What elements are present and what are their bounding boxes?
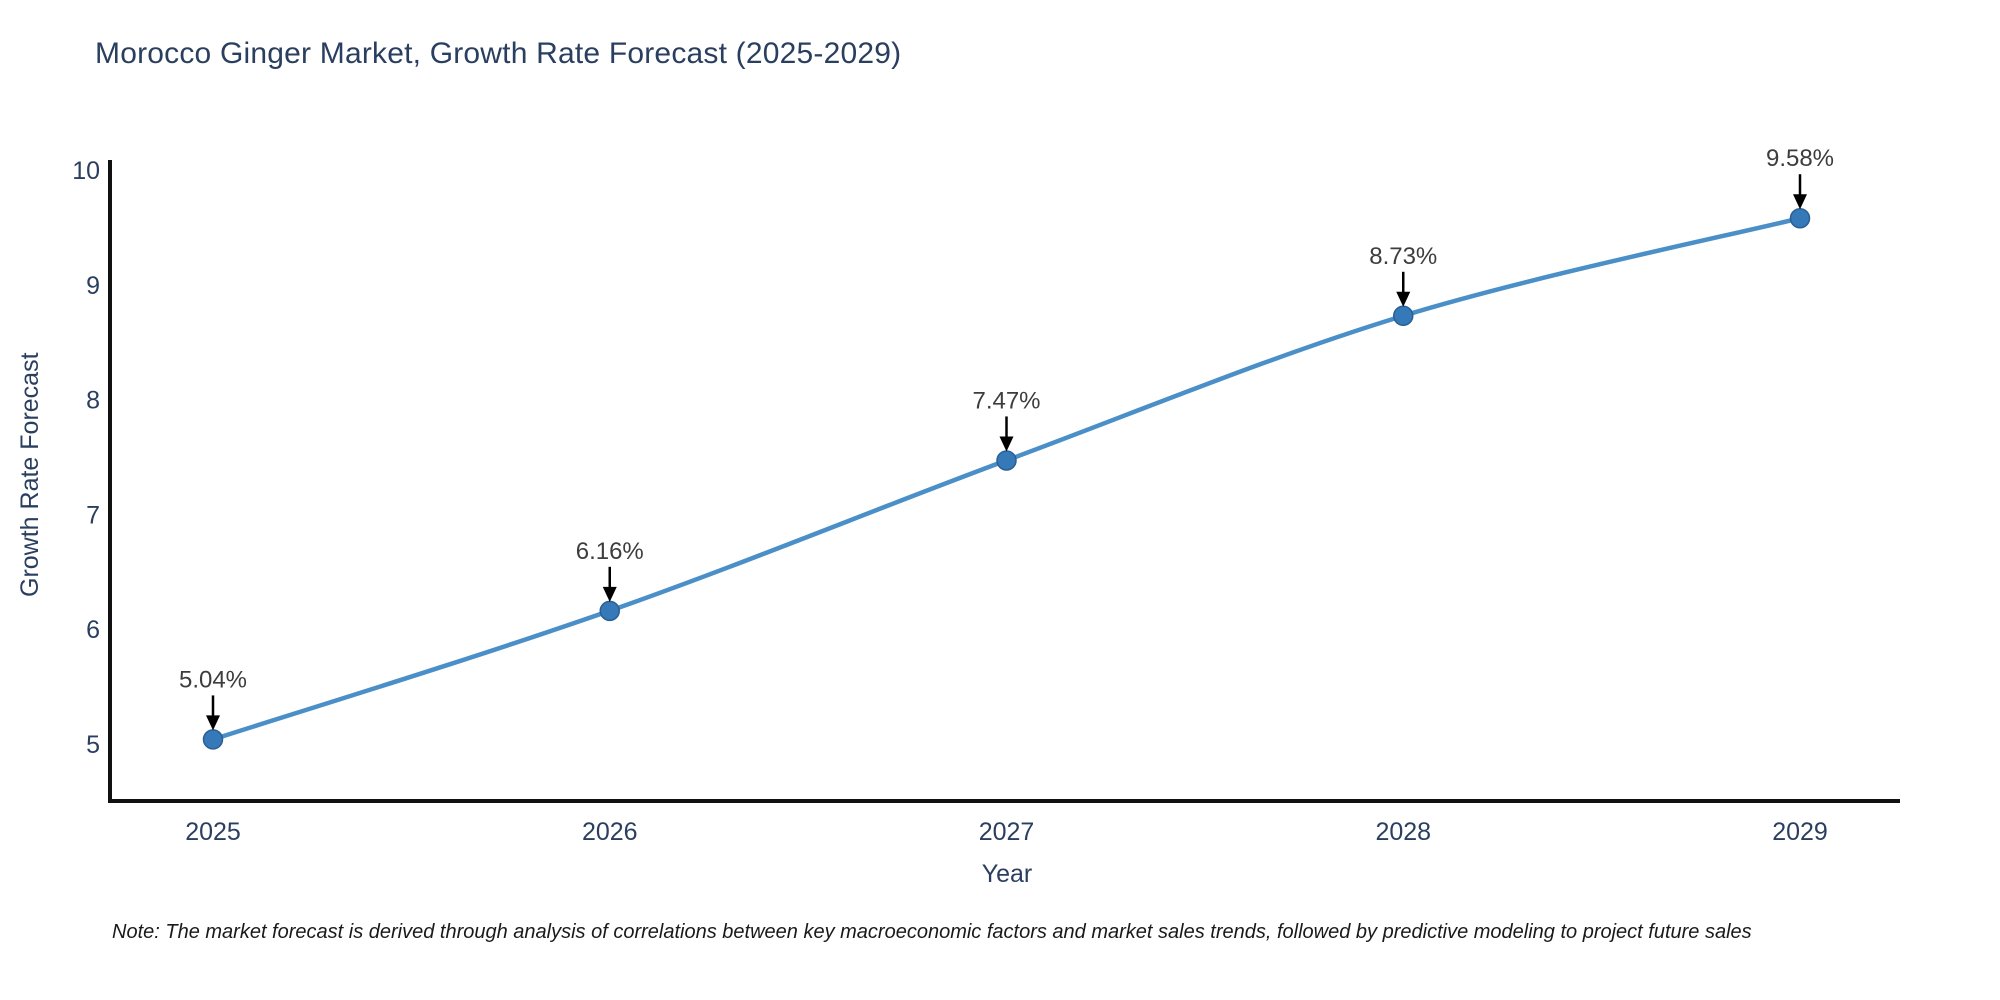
y-tick-label: 10 bbox=[72, 157, 100, 185]
data-point-marker bbox=[1393, 305, 1414, 327]
x-tick-label: 2027 bbox=[979, 818, 1035, 846]
data-point-marker bbox=[202, 729, 224, 750]
y-axis-title: Growth Rate Forecast bbox=[16, 352, 44, 597]
trend-line bbox=[210, 215, 1803, 742]
x-tick-label: 2029 bbox=[1772, 818, 1828, 846]
point-value-label: 8.73% bbox=[1369, 243, 1437, 270]
annotation-arrow-head bbox=[1396, 291, 1411, 307]
y-tick-label: 8 bbox=[86, 387, 100, 415]
chart-title: Morocco Ginger Market, Growth Rate Forec… bbox=[95, 37, 902, 70]
data-point-marker bbox=[599, 600, 620, 622]
annotation-arrow-head bbox=[206, 715, 220, 731]
x-tick-label: 2026 bbox=[582, 818, 638, 846]
point-value-label: 6.16% bbox=[576, 538, 644, 565]
point-value-label: 9.58% bbox=[1766, 145, 1834, 172]
annotation-arrow-head bbox=[999, 436, 1014, 452]
x-axis-title: Year bbox=[981, 860, 1033, 888]
y-tick-label: 6 bbox=[86, 616, 100, 644]
x-tick-label: 2025 bbox=[185, 818, 241, 846]
point-value-label: 7.47% bbox=[972, 387, 1040, 414]
annotation-arrow-head bbox=[602, 586, 617, 602]
y-tick-label: 5 bbox=[86, 731, 100, 759]
point-value-label: 5.04% bbox=[179, 666, 247, 693]
y-tick-label: 7 bbox=[86, 501, 100, 529]
data-point-marker bbox=[996, 450, 1017, 471]
annotation-arrow-head bbox=[1793, 194, 1807, 210]
x-tick-label: 2028 bbox=[1375, 818, 1431, 846]
footnote: Note: The market forecast is derived thr… bbox=[112, 921, 1752, 943]
y-tick-label: 9 bbox=[86, 272, 100, 300]
data-point-marker bbox=[1789, 207, 1811, 229]
